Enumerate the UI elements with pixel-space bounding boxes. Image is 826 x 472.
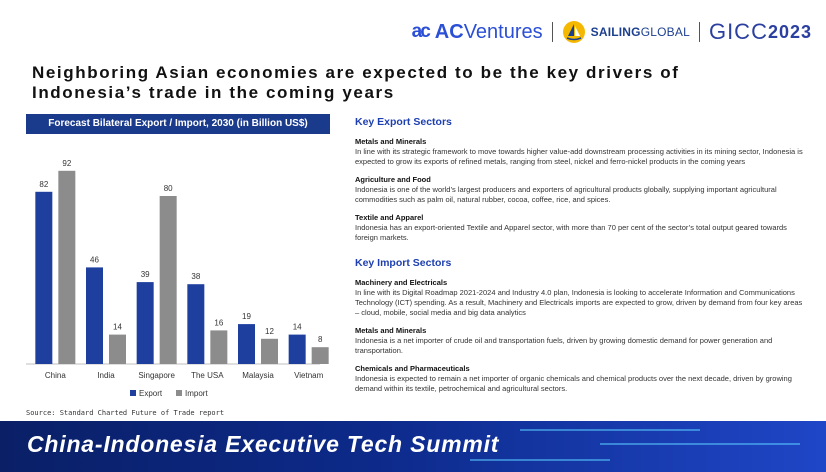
bar-export-singapore bbox=[136, 282, 154, 364]
export-item-title: Agriculture and Food bbox=[355, 175, 431, 184]
logo-divider bbox=[698, 22, 700, 42]
import-item: Metals and Minerals Indonesia is a net i… bbox=[355, 326, 805, 356]
banner-decoration bbox=[600, 443, 800, 445]
data-label-import: 12 bbox=[265, 327, 274, 336]
ac-ventures-logo: ac AC Ventures bbox=[412, 21, 543, 44]
bar-import-singapore bbox=[159, 196, 177, 364]
summit-banner-title: China-Indonesia Executive Tech Summit bbox=[27, 431, 500, 457]
x-tick-label: China bbox=[45, 371, 66, 380]
logo-divider bbox=[551, 22, 553, 42]
ac-ventures-logo-bold: AC bbox=[434, 20, 464, 43]
bar-export-china bbox=[35, 191, 53, 364]
sectors-panel: Key Export Sectors Metals and Minerals I… bbox=[355, 116, 805, 402]
import-item: Chemicals and Pharmaceuticals Indonesia … bbox=[355, 364, 805, 394]
import-item-title: Chemicals and Pharmaceuticals bbox=[355, 364, 470, 373]
sailboat-icon bbox=[562, 21, 585, 43]
x-tick-label: Vietnam bbox=[294, 371, 324, 380]
x-tick-label: Singapore bbox=[138, 371, 175, 380]
data-label-export: 38 bbox=[191, 272, 200, 281]
data-label-import: 8 bbox=[318, 335, 323, 344]
data-label-import: 92 bbox=[62, 159, 71, 168]
bar-import-vietnam bbox=[311, 347, 329, 364]
data-label-export: 39 bbox=[141, 270, 150, 279]
import-item-text: Indonesia is expected to remain a net im… bbox=[355, 374, 792, 393]
sailing-global-light: GLOBAL bbox=[640, 25, 690, 39]
bar-import-india bbox=[109, 334, 126, 364]
x-tick-label: India bbox=[97, 371, 115, 380]
import-section-title: Key Import Sectors bbox=[355, 257, 452, 269]
export-section-title: Key Export Sectors bbox=[355, 116, 452, 128]
bar-export-the-usa bbox=[187, 284, 205, 364]
import-item-title: Machinery and Electricals bbox=[355, 278, 448, 287]
export-item: Agriculture and Food Indonesia is one of… bbox=[355, 175, 805, 205]
export-item-text: Indonesia is one of the world’s largest … bbox=[355, 185, 777, 204]
legend-label-export: Export bbox=[139, 389, 163, 398]
bilateral-trade-bar-chart: 82 92 China 46 14 India 39 80 Singapore 38 16 The U… bbox=[26, 159, 329, 398]
ac-ventures-mark-icon: ac bbox=[411, 21, 431, 42]
page-headline: Neighboring Asian economies are expected… bbox=[32, 63, 680, 102]
source-note: Source: Standard Charted Future of Trade… bbox=[26, 409, 225, 417]
sailing-global-logo: SAILING GLOBAL bbox=[562, 20, 690, 44]
bar-import-the-usa bbox=[210, 330, 228, 364]
legend-swatch-export bbox=[130, 390, 136, 396]
data-label-export: 46 bbox=[90, 255, 99, 264]
gicc-text: GICC bbox=[708, 19, 768, 44]
data-label-export: 19 bbox=[242, 312, 251, 321]
ac-ventures-logo-rest: Ventures bbox=[463, 20, 543, 43]
gicc-year: 2023 bbox=[767, 21, 812, 42]
gicc-2023-logo: GICC 2023 bbox=[709, 19, 812, 45]
data-label-import: 80 bbox=[164, 184, 173, 193]
x-tick-label: The USA bbox=[191, 371, 224, 380]
bar-import-malaysia bbox=[261, 338, 278, 364]
legend-label-import: Import bbox=[185, 389, 208, 398]
data-label-export: 14 bbox=[293, 323, 302, 332]
export-item-title: Metals and Minerals bbox=[355, 137, 427, 146]
export-item: Metals and Minerals In line with its str… bbox=[355, 137, 805, 167]
chart-title: Forecast Bilateral Export / Import, 2030… bbox=[26, 114, 330, 134]
banner-decoration bbox=[470, 459, 610, 461]
summit-banner: China-Indonesia Executive Tech Summit bbox=[0, 421, 826, 472]
data-label-export: 82 bbox=[39, 180, 48, 189]
banner-decoration bbox=[520, 429, 700, 431]
export-item: Textile and Apparel Indonesia has an exp… bbox=[355, 213, 805, 243]
import-item: Machinery and Electricals In line with i… bbox=[355, 278, 805, 318]
import-item-text: In line with its Digital Roadmap 2021-20… bbox=[355, 288, 803, 317]
partner-logos: ac AC Ventures SAILING GLOBAL GICC 2023 bbox=[412, 14, 812, 50]
export-item-title: Textile and Apparel bbox=[355, 213, 424, 222]
import-item-title: Metals and Minerals bbox=[355, 326, 427, 335]
x-tick-label: Malaysia bbox=[242, 371, 274, 380]
bar-export-vietnam bbox=[288, 334, 306, 364]
data-label-import: 16 bbox=[214, 318, 223, 327]
bar-export-malaysia bbox=[238, 324, 255, 364]
bar-export-india bbox=[86, 267, 103, 364]
import-item-text: Indonesia is a net importer of crude oil… bbox=[355, 336, 773, 355]
export-item-text: In line with its strategic framework to … bbox=[355, 147, 803, 166]
bar-import-china bbox=[58, 170, 76, 364]
legend-swatch-import bbox=[176, 390, 182, 396]
sailing-global-bold: SAILING bbox=[590, 25, 641, 39]
data-label-import: 14 bbox=[113, 323, 122, 332]
export-item-text: Indonesia has an export-oriented Textile… bbox=[355, 223, 787, 242]
